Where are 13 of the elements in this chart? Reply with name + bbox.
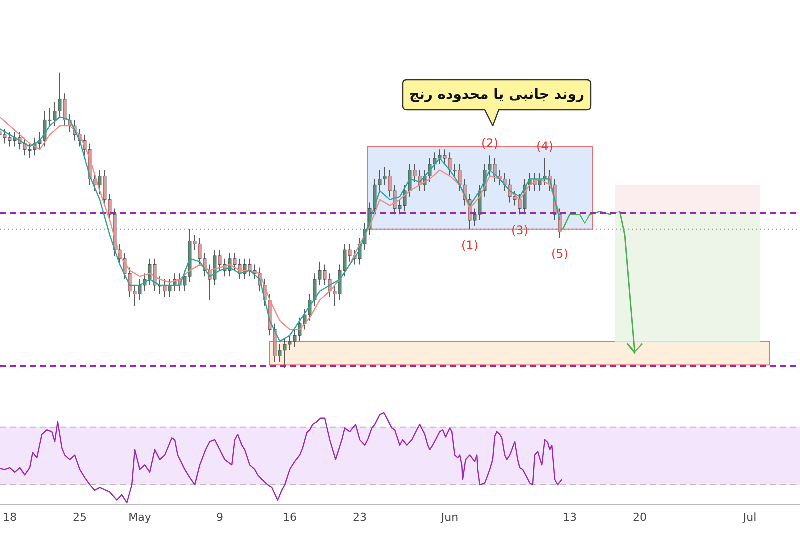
annotation: (1) bbox=[462, 238, 478, 252]
annotation: روند جانبی یا محدوده رنج bbox=[408, 86, 586, 105]
x-tick-label: 13 bbox=[563, 510, 577, 524]
x-tick-label: 25 bbox=[73, 510, 87, 524]
x-tick-label: 16 bbox=[283, 510, 297, 524]
x-tick-label: 9 bbox=[216, 510, 224, 524]
x-tick-label: Jul bbox=[742, 510, 757, 524]
x-tick-label: 23 bbox=[353, 510, 367, 524]
x-tick-label: Jun bbox=[440, 510, 459, 524]
x-tick-label: May bbox=[128, 510, 152, 524]
annotation: (5) bbox=[552, 247, 568, 262]
x-tick-label: 20 bbox=[633, 510, 647, 524]
x-tick-label: 18 bbox=[3, 510, 17, 524]
